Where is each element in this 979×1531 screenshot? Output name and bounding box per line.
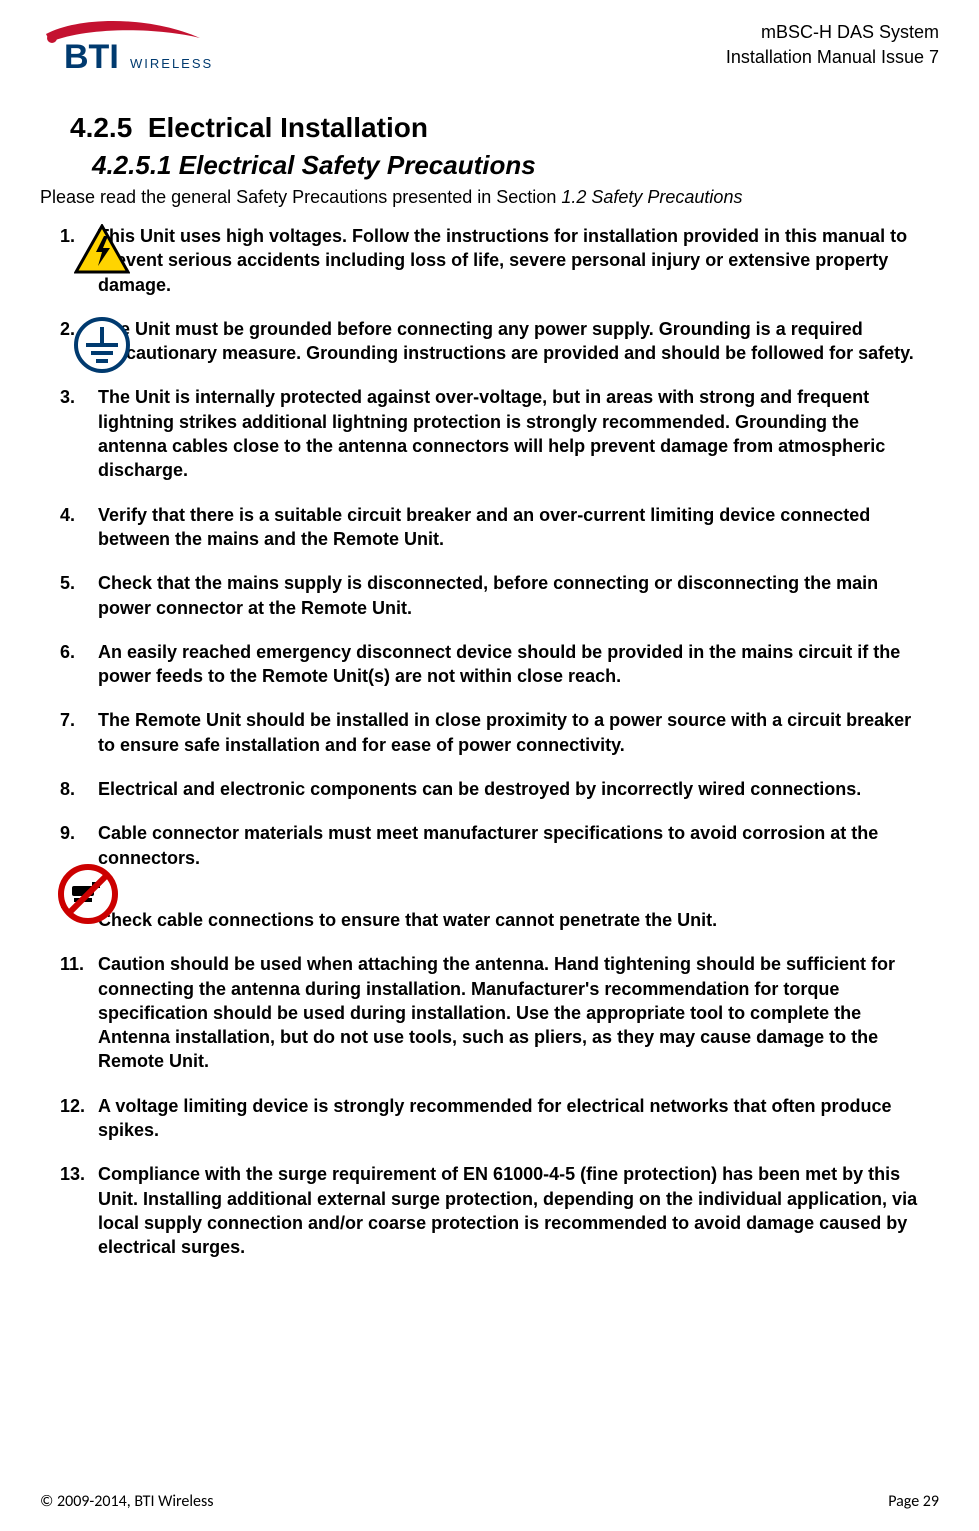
- precaution-list: This Unit uses high voltages. Follow the…: [60, 224, 919, 1260]
- list-item-text: Check cable connections to ensure that w…: [98, 910, 717, 930]
- list-item-text: A voltage limiting device is strongly re…: [98, 1096, 892, 1140]
- list-item-text: Compliance with the surge requirement of…: [98, 1164, 917, 1257]
- list-item: Check cable connections to ensure that w…: [60, 890, 919, 932]
- logo-brand: BTI: [64, 38, 119, 76]
- list-item-text: Cable connector materials must meet manu…: [98, 823, 878, 867]
- intro-ref: 1.2 Safety Precautions: [561, 187, 742, 207]
- list-item: A voltage limiting device is strongly re…: [60, 1094, 919, 1143]
- list-item-text: Caution should be used when attaching th…: [98, 954, 895, 1071]
- intro-text: Please read the general Safety Precautio…: [40, 187, 939, 208]
- logo-sub: WIRELESS: [130, 56, 213, 71]
- subsection-num: 4.2.5.1: [92, 150, 172, 180]
- list-item-text: This Unit uses high voltages. Follow the…: [98, 226, 907, 295]
- list-item: Compliance with the surge requirement of…: [60, 1162, 919, 1259]
- list-item: Verify that there is a suitable circuit …: [60, 503, 919, 552]
- list-item-text: Check that the mains supply is disconnec…: [98, 573, 878, 617]
- list-item: Cable connector materials must meet manu…: [60, 821, 919, 870]
- page-header: BTI WIRELESS mBSC-H DAS System Installat…: [40, 20, 939, 82]
- ground-icon: [74, 317, 130, 379]
- list-item-text: The Remote Unit should be installed in c…: [98, 710, 911, 754]
- list-item: Check that the mains supply is disconnec…: [60, 571, 919, 620]
- list-item: The Unit is internally protected against…: [60, 385, 919, 482]
- subsection-heading: 4.2.5.1 Electrical Safety Precautions: [92, 150, 939, 181]
- section-title: Electrical Installation: [148, 112, 428, 143]
- list-item: An easily reached emergency disconnect d…: [60, 640, 919, 689]
- page: BTI WIRELESS mBSC-H DAS System Installat…: [0, 0, 979, 1531]
- no-water-icon: [58, 864, 118, 930]
- subsection-title: Electrical Safety Precautions: [179, 150, 536, 180]
- page-footer: © 2009-2014, BTI Wireless Page 29: [40, 1492, 939, 1511]
- list-item-text: The Unit is internally protected against…: [98, 387, 885, 480]
- logo-dot-icon: [47, 33, 57, 43]
- header-text: mBSC-H DAS System Installation Manual Is…: [726, 20, 939, 70]
- list-item: The Remote Unit should be installed in c…: [60, 708, 919, 757]
- list-item: This Unit uses high voltages. Follow the…: [60, 224, 919, 297]
- list-item: Caution should be used when attaching th…: [60, 952, 919, 1073]
- logo: BTI WIRELESS: [40, 20, 230, 82]
- header-line2: Installation Manual Issue 7: [726, 45, 939, 70]
- list-item-text: The Unit must be grounded before connect…: [98, 319, 914, 363]
- list-item-text: Verify that there is a suitable circuit …: [98, 505, 870, 549]
- section-heading: 4.2.5 Electrical Installation: [70, 112, 939, 144]
- intro-plain: Please read the general Safety Precautio…: [40, 187, 561, 207]
- footer-copyright: © 2009-2014, BTI Wireless: [40, 1492, 214, 1511]
- list-item-text: An easily reached emergency disconnect d…: [98, 642, 900, 686]
- list-item: The Unit must be grounded before connect…: [60, 317, 919, 366]
- footer-page: Page 29: [888, 1492, 939, 1511]
- logo-svg: BTI WIRELESS: [40, 20, 230, 82]
- footer-page-label: Page: [888, 1492, 923, 1511]
- section-num: 4.2.5: [70, 112, 132, 143]
- list-item-text: Electrical and electronic components can…: [98, 779, 861, 799]
- high-voltage-warning-icon: [74, 224, 130, 280]
- list-item: Electrical and electronic components can…: [60, 777, 919, 801]
- footer-page-number: 29: [923, 1492, 939, 1511]
- header-line1: mBSC-H DAS System: [726, 20, 939, 45]
